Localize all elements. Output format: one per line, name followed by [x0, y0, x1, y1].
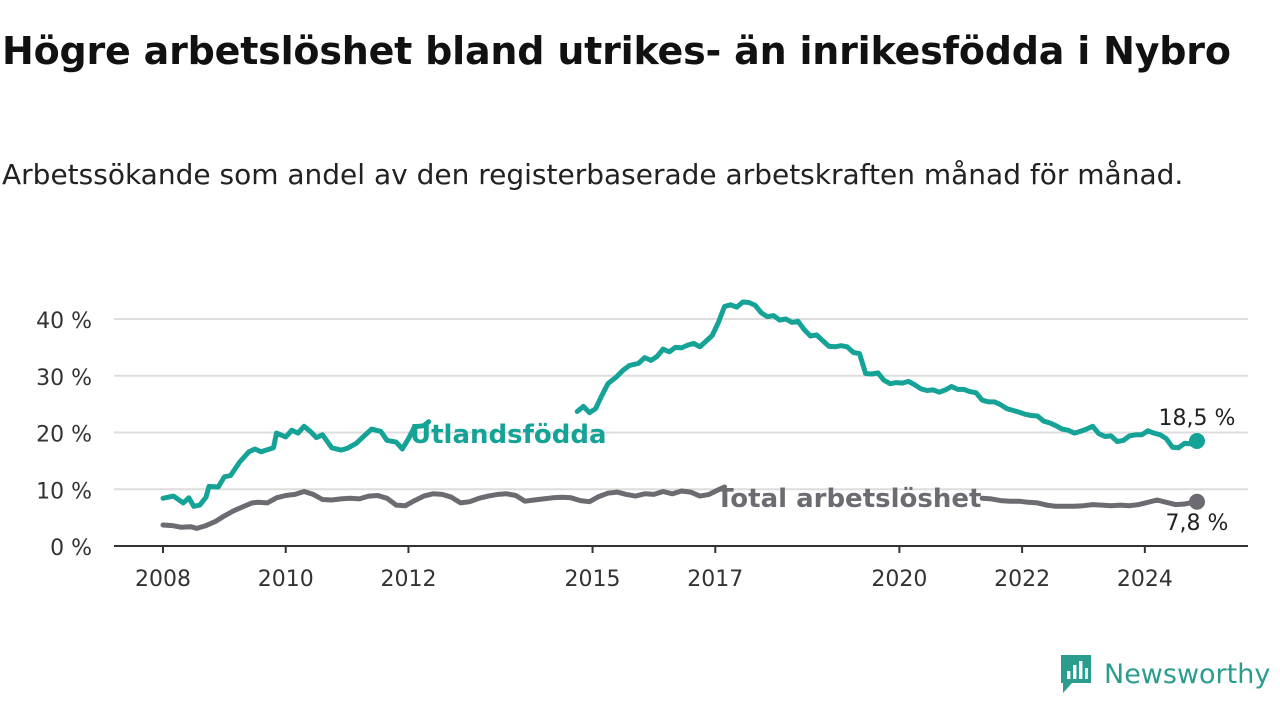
newsworthy-logo: Newsworthy: [1058, 652, 1270, 696]
series-label-utlandsfodda: Utlandsfödda: [410, 420, 607, 450]
x-tick-label: 2022: [994, 567, 1050, 592]
newsworthy-logo-icon: [1061, 655, 1091, 693]
x-tick-label: 2010: [258, 567, 314, 592]
brand-name: Newsworthy: [1104, 658, 1271, 690]
y-tick-label: 20 %: [36, 423, 92, 448]
chart-title: Högre arbetslöshet bland utrikes- än inr…: [2, 29, 1231, 73]
x-tick-label: 2008: [135, 567, 191, 592]
y-tick-label: 10 %: [36, 479, 92, 504]
x-tick-label: 2012: [380, 567, 436, 592]
x-tick-label: 2015: [565, 567, 621, 592]
series-label-total: Total arbetslöshet: [716, 484, 981, 514]
chart-subtitle: Arbetssökande som andel av den registerb…: [2, 158, 1184, 191]
end-value-label-utlandsfodda: 18,5 %: [1159, 406, 1236, 431]
y-tick-label: 0 %: [50, 536, 92, 561]
end-point-utlandsfodda: [1189, 433, 1205, 450]
x-tick-label: 2017: [687, 567, 743, 592]
y-tick-label: 40 %: [36, 309, 92, 334]
y-tick-label: 30 %: [36, 366, 92, 391]
end-value-label-total: 7,8 %: [1166, 511, 1229, 536]
series-line-total: [160, 484, 1200, 531]
x-tick-label: 2024: [1117, 567, 1173, 592]
end-point-total: [1189, 493, 1205, 510]
x-tick-label: 2020: [871, 567, 927, 592]
series-line-utlandsfodda: [160, 299, 1200, 509]
